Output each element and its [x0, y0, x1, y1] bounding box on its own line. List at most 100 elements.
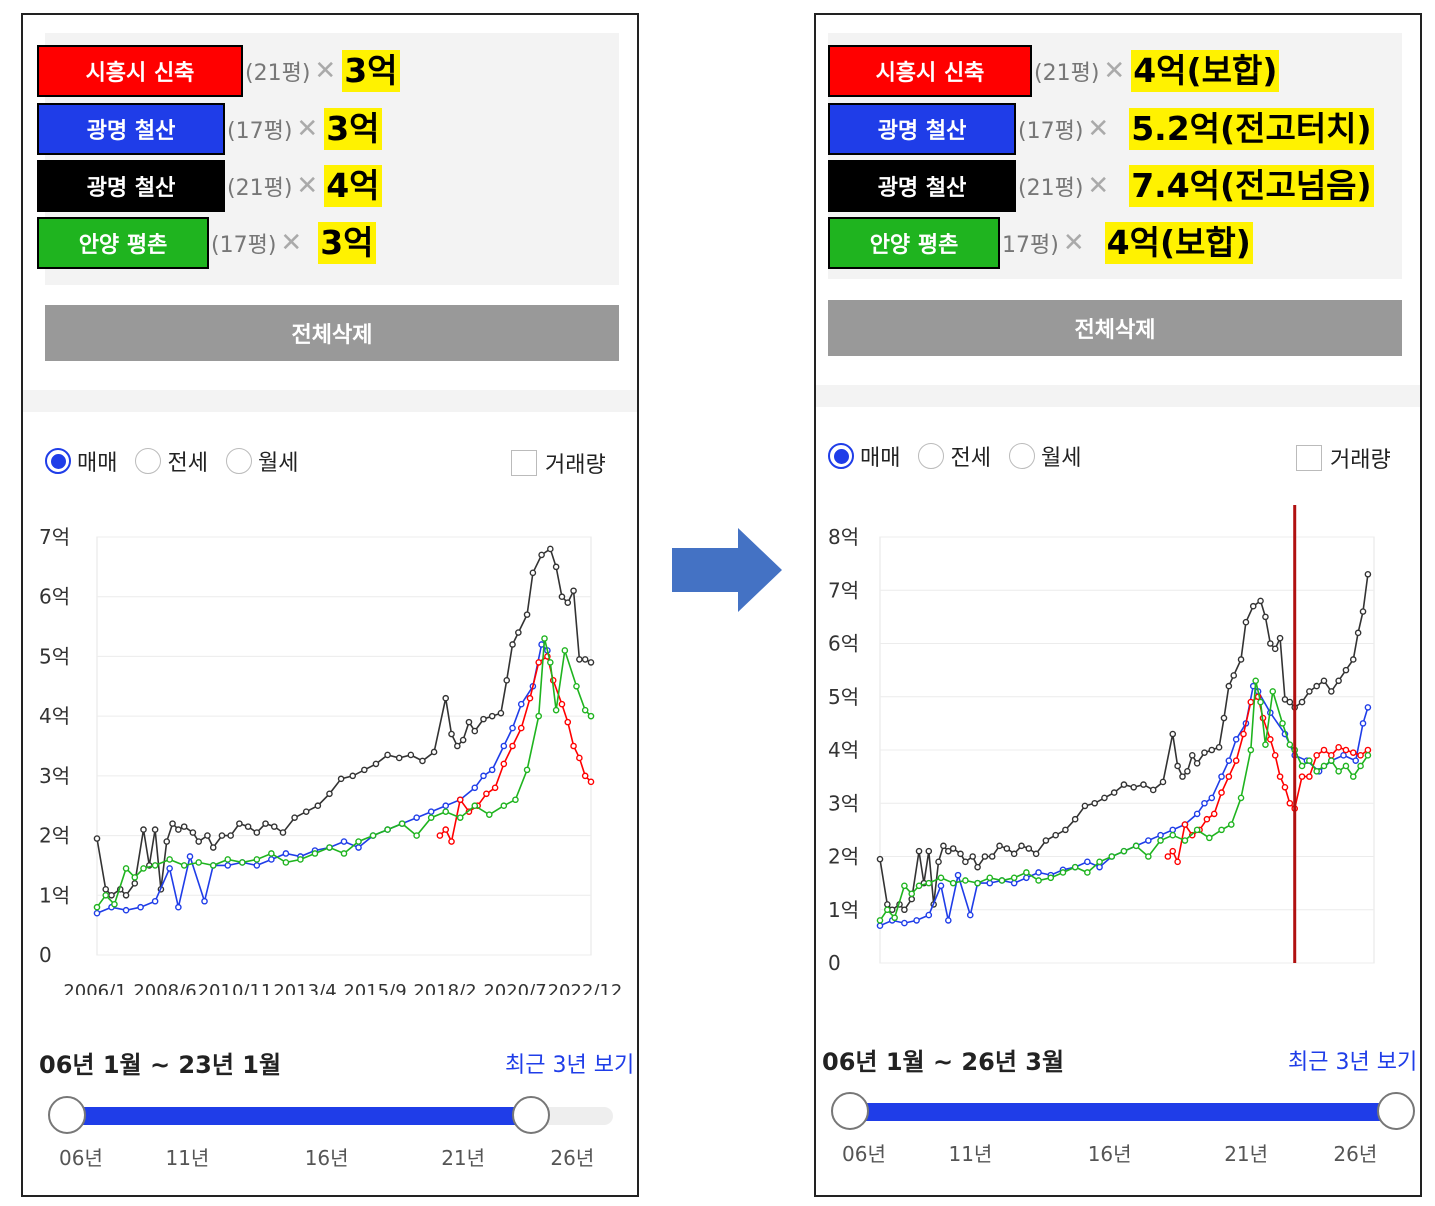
slider-range-fill [850, 1103, 1396, 1121]
data-point [224, 856, 232, 863]
data-point [1169, 831, 1177, 839]
data-point [238, 859, 246, 866]
data-point [500, 802, 508, 810]
radio-sale[interactable]: 매매 [828, 440, 900, 472]
remove-icon[interactable]: ✕ [1087, 114, 1110, 144]
data-point [576, 754, 583, 762]
data-point [471, 802, 479, 810]
data-point [1169, 730, 1177, 738]
data-point [1306, 773, 1313, 780]
radio-jeonse[interactable]: 전세 [135, 445, 208, 477]
data-point [587, 778, 595, 786]
remove-icon[interactable]: ✕ [1087, 171, 1110, 201]
data-point [1120, 781, 1128, 788]
apartment-tag[interactable]: 시흥시 신축 [37, 45, 243, 97]
data-point [552, 563, 560, 571]
data-point [483, 790, 490, 798]
remove-icon[interactable]: ✕ [314, 56, 337, 86]
data-point [151, 897, 159, 905]
data-point [1230, 672, 1238, 679]
y-tick-label: 2억 [39, 824, 70, 848]
data-point [1157, 837, 1164, 844]
data-point [311, 850, 319, 857]
apartment-tag[interactable]: 광명 철산 [828, 103, 1016, 155]
data-point [282, 850, 290, 857]
data-point [122, 891, 130, 899]
apartment-tag[interactable]: 안양 평촌 [37, 217, 209, 269]
price-label: 4억 [324, 165, 382, 207]
data-point [1010, 874, 1018, 882]
area-label: 17평) [1002, 233, 1059, 258]
data-point [509, 724, 516, 732]
data-point [151, 862, 159, 869]
data-point [1108, 853, 1116, 860]
price-label: 4억(보합) [1131, 50, 1280, 92]
data-point [1313, 767, 1320, 775]
data-point [465, 718, 473, 726]
apartment-tag[interactable]: 광명 철산 [37, 160, 225, 212]
remove-icon[interactable]: ✕ [280, 228, 303, 258]
slider-end-handle[interactable] [512, 1096, 551, 1134]
radio-sale[interactable]: 매매 [45, 445, 117, 477]
data-point [1364, 570, 1372, 578]
recent-3-years-link[interactable]: 최근 3년 보기 [1288, 1050, 1418, 1075]
data-point [1023, 874, 1030, 882]
data-point [1237, 794, 1245, 802]
compare-row: 안양 평촌 (17평) ✕ 3억 [37, 217, 376, 269]
data-point [1262, 741, 1269, 748]
deal-type-radio-group: 매매 전세 월세 [828, 440, 1099, 472]
radio-dot-icon [1008, 443, 1035, 469]
data-point [398, 820, 406, 827]
data-point [876, 922, 884, 930]
data-point [1349, 656, 1357, 663]
data-point [326, 844, 333, 851]
delete-all-button[interactable]: 전체삭제 [828, 300, 1402, 356]
recent-3-years-link[interactable]: 최근 3년 보기 [505, 1053, 635, 1078]
slider-start-handle[interactable] [48, 1096, 86, 1134]
y-tick-label: 2억 [828, 845, 859, 869]
data-point [1320, 762, 1328, 770]
delete-all-button[interactable]: 전체삭제 [45, 305, 619, 361]
compare-row: 광명 철산 (17평) ✕ 3억 [37, 103, 382, 155]
data-point [448, 838, 455, 845]
data-point [981, 853, 989, 860]
data-point [1025, 845, 1033, 852]
section-divider [816, 385, 1420, 407]
remove-icon[interactable]: ✕ [1103, 56, 1126, 86]
data-point [913, 917, 920, 924]
data-point [480, 715, 487, 723]
data-point [175, 826, 182, 833]
data-point [384, 826, 391, 833]
data-point [915, 882, 923, 890]
apartment-tag[interactable]: 광명 철산 [37, 103, 225, 155]
data-point [102, 886, 110, 893]
data-point [1242, 618, 1250, 626]
data-point [570, 587, 577, 595]
data-point [935, 858, 942, 866]
slider-end-handle[interactable] [1377, 1092, 1415, 1130]
radio-monthly[interactable]: 월세 [1008, 440, 1081, 472]
data-point [427, 808, 435, 815]
data-point [1359, 720, 1367, 727]
x-tick-label: 2016/9 [1124, 989, 1187, 991]
slider-start-handle[interactable] [831, 1092, 869, 1130]
apartment-tag[interactable]: 안양 평촌 [828, 217, 1000, 269]
data-point [186, 853, 194, 860]
radio-jeonse[interactable]: 전세 [918, 440, 991, 472]
remove-icon[interactable]: ✕ [296, 114, 319, 144]
data-point [1210, 810, 1218, 818]
remove-icon[interactable]: ✕ [1062, 228, 1085, 258]
data-point [1096, 858, 1103, 866]
volume-checkbox[interactable]: 거래량 [1296, 442, 1391, 474]
apartment-tag[interactable]: 광명 철산 [828, 160, 1016, 212]
price-chart: 0 1억 2억 3억 4억 5억 6억 7억 8억 2006/1 2008/9 2011/5 2014/… [828, 505, 1396, 991]
area-label: (21평) [1034, 61, 1100, 86]
radio-monthly[interactable]: 월세 [225, 445, 298, 477]
data-point [195, 859, 203, 866]
data-point [962, 877, 969, 884]
data-point [442, 826, 450, 833]
remove-icon[interactable]: ✕ [296, 171, 319, 201]
volume-checkbox[interactable]: 거래량 [511, 447, 606, 479]
apartment-tag[interactable]: 시흥시 신축 [828, 45, 1032, 97]
compare-row: 광명 철산 (17평) ✕ 5.2억(전고터치) [828, 103, 1374, 155]
